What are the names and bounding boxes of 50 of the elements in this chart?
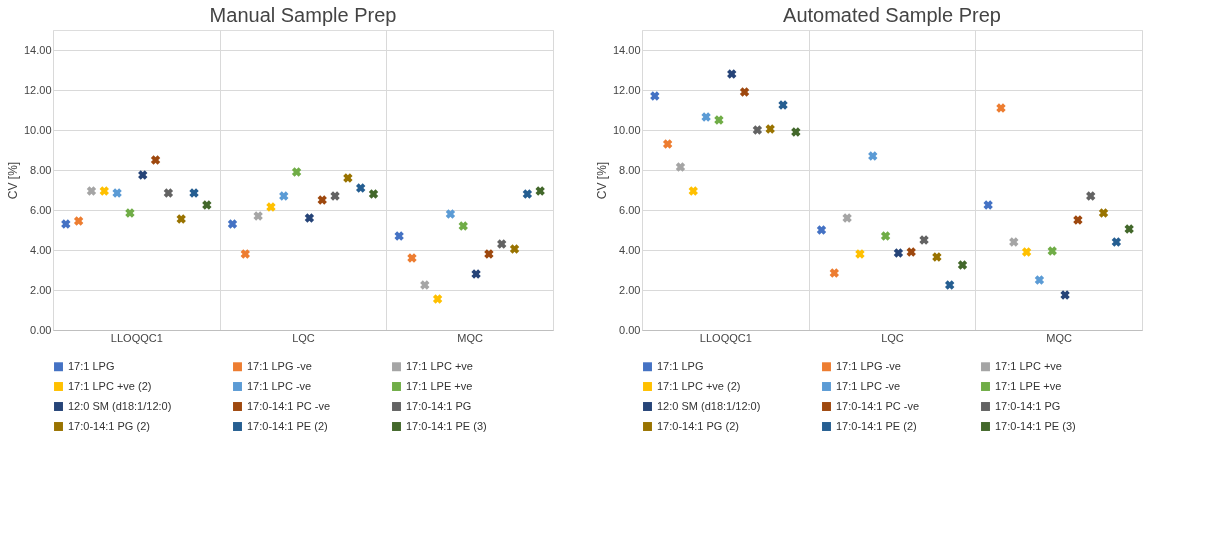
legend-label: 17:1 LPC +ve <box>995 359 1062 372</box>
legend-label: 17:0-14:1 PG (2) <box>657 419 739 432</box>
y-tick-label: 12.00 <box>612 83 641 96</box>
legend-label: 17:0-14:1 PC -ve <box>247 399 331 412</box>
y-tick-label: 4.00 <box>619 243 641 256</box>
legend-label: 17:1 LPE +ve <box>995 379 1062 392</box>
legend-label: 17:0-14:1 PE (2) <box>247 419 328 432</box>
legend-label: 17:0-14:1 PG <box>406 399 472 412</box>
legend-label: 17:1 LPC +ve (2) <box>68 379 152 392</box>
y-tick-label: 8.00 <box>30 163 52 176</box>
x-tick-label: MQC <box>1046 331 1073 344</box>
y-tick-label: 6.00 <box>30 203 52 216</box>
y-axis-title: CV [%] <box>594 161 609 200</box>
y-tick-label: 0.00 <box>619 323 641 336</box>
legend-label: 17:1 LPC +ve (2) <box>657 379 741 392</box>
y-tick-label: 4.00 <box>30 243 52 256</box>
legend-label: 12:0 SM (d18:1/12:0) <box>657 399 761 412</box>
legend-label: 17:1 LPG -ve <box>836 359 901 372</box>
legend-label: 17:1 LPE +ve <box>406 379 473 392</box>
legend-label: 17:1 LPC -ve <box>247 379 312 392</box>
legend-label: 12:0 SM (d18:1/12:0) <box>68 399 172 412</box>
x-tick-label: MQC <box>457 331 484 344</box>
chart-title: Automated Sample Prep <box>783 4 1001 26</box>
x-tick-label: LLOQQC1 <box>110 331 163 344</box>
legend-label: 17:0-14:1 PE (2) <box>836 419 917 432</box>
y-tick-label: 14.00 <box>612 43 641 56</box>
x-tick-label: LQC <box>881 331 904 344</box>
x-tick-label: LLOQQC1 <box>699 331 752 344</box>
y-tick-label: 14.00 <box>23 43 52 56</box>
legend-label: 17:1 LPG <box>657 359 704 372</box>
y-tick-label: 10.00 <box>612 123 641 136</box>
legend-label: 17:1 LPG <box>68 359 115 372</box>
x-tick-label: LQC <box>292 331 315 344</box>
y-tick-label: 8.00 <box>619 163 641 176</box>
y-tick-label: 2.00 <box>30 283 52 296</box>
legend-label: 17:1 LPC -ve <box>836 379 901 392</box>
y-axis-title: CV [%] <box>5 161 20 200</box>
y-tick-label: 12.00 <box>23 83 52 96</box>
y-tick-label: 10.00 <box>23 123 52 136</box>
legend-label: 17:0-14:1 PG <box>995 399 1061 412</box>
legend-label: 17:1 LPG -ve <box>247 359 312 372</box>
legend-label: 17:1 LPC +ve <box>406 359 473 372</box>
y-tick-label: 0.00 <box>30 323 52 336</box>
y-tick-label: 2.00 <box>619 283 641 296</box>
legend-label: 17:0-14:1 PE (3) <box>406 419 487 432</box>
legend-label: 17:0-14:1 PG (2) <box>68 419 150 432</box>
legend-label: 17:0-14:1 PC -ve <box>836 399 920 412</box>
legend-label: 17:0-14:1 PE (3) <box>995 419 1076 432</box>
chart-title: Manual Sample Prep <box>209 4 397 26</box>
y-tick-label: 6.00 <box>619 203 641 216</box>
